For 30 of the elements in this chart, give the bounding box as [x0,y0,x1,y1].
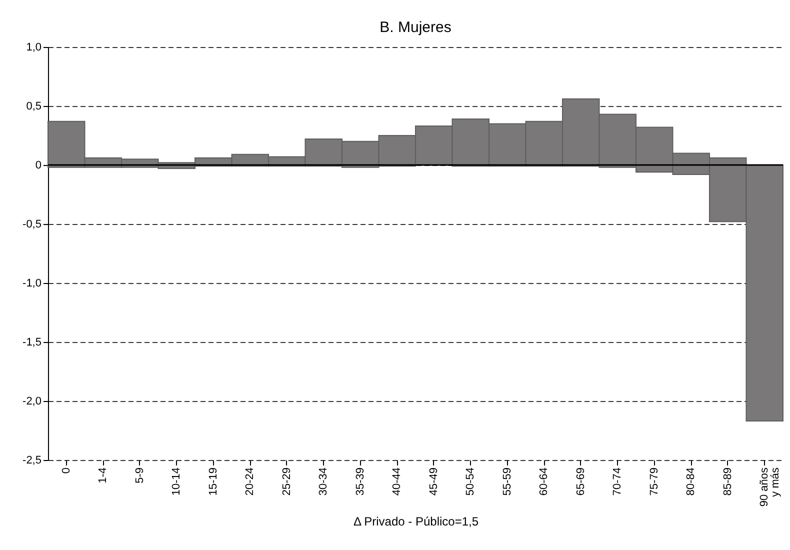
x-tick-label: 75-79 [648,468,660,496]
x-tick-label: 0 [60,468,72,474]
y-tick-label: 0,5 [26,100,42,112]
x-tick-label: 50-54 [464,468,477,496]
y-tick-label: 0 [35,160,42,172]
x-tick-label: 20-24 [244,468,256,496]
y-tick-label: -1,0 [22,278,42,290]
x-tick-label: 80-84 [685,468,698,496]
x-tick-label: 10-14 [170,468,183,496]
chart-title: B. Mujeres [380,19,452,36]
x-tick-label: 70-74 [612,468,624,496]
x-tick-label: 65-69 [574,468,587,496]
y-tick-label: -0,5 [22,218,42,230]
x-tick-label: 1-4 [97,468,110,484]
y-tick-label: -1,5 [22,336,42,348]
x-tick-label: 25-29 [280,468,293,496]
x-tick-label: 15-19 [207,468,220,496]
x-tick-label: 35-39 [354,468,366,496]
y-tick-label: 1,0 [26,42,42,54]
x-tick-label: 90 años y más [758,467,782,507]
x-tick-label: 45-49 [428,468,440,496]
y-tick-label: -2,0 [22,396,42,408]
x-tick-label: 5-9 [134,468,146,484]
x-tick-label: 55-59 [501,468,514,496]
y-tick-label: -2,5 [22,454,42,466]
x-axis-title: Δ Privado - Público=1,5 [353,514,479,529]
x-tick-label: 40-44 [391,468,404,496]
x-tick-label: 85-89 [722,468,734,496]
x-tick-label: 30-34 [318,468,330,496]
x-tick-label: 60-64 [538,468,550,496]
